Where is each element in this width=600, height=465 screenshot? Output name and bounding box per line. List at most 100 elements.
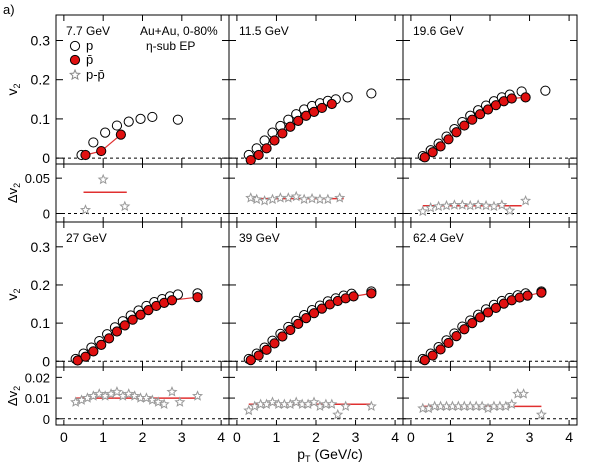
pbar-point — [427, 147, 438, 158]
pbar-point — [253, 149, 264, 161]
energy-label: 11.5 GeV — [239, 24, 289, 38]
panels: 0 0.1 0.2 0.3 0 0.05 v2 Δv2 7.7 GeV 11.5 GeV 19.6 … — [4, 14, 578, 445]
energy-label: 27 GeV — [66, 231, 107, 245]
v2-tick-label: 0.1 — [31, 111, 51, 127]
diff-point — [520, 194, 532, 206]
pbar-point — [459, 324, 470, 335]
p-point — [540, 85, 551, 96]
pbar-point — [111, 326, 123, 337]
v2-axis-label: v2 — [4, 83, 22, 95]
diff-point — [322, 193, 334, 205]
dv2-tick-label: 0.01 — [25, 391, 50, 406]
legend: Au+Au, 0-80% η-sub EP p p̄ p-p̄ — [69, 24, 218, 82]
x-tick-label: 4 — [565, 429, 573, 445]
diff-point — [111, 386, 123, 397]
diff-point — [326, 398, 338, 409]
x-tick-label: 4 — [217, 429, 225, 445]
diff-point — [440, 199, 453, 211]
pbar-point — [166, 295, 178, 306]
pbar-point — [293, 115, 304, 126]
pbar-point — [96, 145, 107, 157]
p-point — [100, 127, 111, 138]
diff-point — [266, 193, 279, 205]
x-tick-label: 3 — [352, 429, 360, 445]
diff-point — [425, 202, 437, 213]
diff-point — [308, 396, 320, 407]
p-point — [342, 92, 353, 103]
pbar-point — [475, 109, 486, 120]
dv2-tick-label: 0.05 — [25, 171, 50, 186]
diff-point — [166, 386, 178, 397]
pbar-point — [451, 127, 462, 138]
diff-point — [488, 200, 500, 212]
diff-point — [456, 199, 468, 210]
pbar-point — [419, 152, 430, 163]
legend-marker-pbar — [69, 54, 81, 66]
v2-tick-label: 0 — [42, 150, 50, 166]
pbar-point — [435, 141, 446, 152]
pbar-point — [366, 288, 377, 299]
legend-label-pbar: p̄ — [86, 52, 93, 67]
legend-label-p: p — [86, 38, 93, 53]
v2-tick-label: 0.3 — [31, 32, 51, 48]
pbar-point — [467, 114, 478, 125]
diff-point — [314, 193, 326, 205]
diff-point — [251, 193, 263, 205]
p-point — [366, 88, 377, 99]
diff-point — [298, 193, 310, 205]
figure-label: a) — [3, 2, 15, 17]
diff-point — [274, 192, 286, 203]
p-point — [135, 113, 146, 125]
pbar-point — [482, 104, 494, 115]
pbar-point — [277, 331, 288, 342]
pbar-point — [269, 135, 280, 146]
x-tick-label: 1 — [273, 429, 281, 445]
pbar-point — [490, 302, 502, 313]
pbar-point — [427, 350, 438, 361]
panel-1: 0 0.1 0.2 0.3 0 0.05 v2 Δv2 7.7 GeV — [4, 14, 230, 223]
pbar-point — [308, 106, 320, 117]
pbar-point — [301, 110, 312, 121]
pbar-point — [506, 93, 517, 104]
pbar-point — [245, 154, 256, 166]
pbar-point — [88, 346, 99, 357]
legend-label-diff: p-p̄ — [86, 67, 105, 82]
diff-point — [290, 190, 302, 202]
pbar-point — [115, 129, 126, 140]
panel-4: 0 0.1 0.2 0.3 0 0.01 0.02 v2 Δv2 0 1 2 3 4 27 GeV — [4, 221, 230, 445]
pbar-point — [308, 308, 320, 319]
dv2-tick-label: 0 — [43, 207, 50, 222]
dv2-frame — [228, 366, 404, 426]
diff-point — [174, 396, 186, 407]
energy-label: 19.6 GeV — [413, 24, 464, 38]
x-tick-label: 0 — [407, 429, 415, 445]
pbar-point — [301, 313, 312, 324]
pbar-point — [348, 291, 359, 302]
pbar-point — [467, 318, 478, 329]
pbar-point — [293, 318, 304, 329]
dv2-tick-label: 0 — [43, 412, 50, 427]
pbar-point — [285, 324, 296, 336]
diff-point — [472, 199, 484, 210]
x-tick-label: 0 — [60, 429, 68, 445]
diff-point — [535, 408, 547, 420]
legend-entry-p: p — [69, 38, 93, 53]
p-point — [88, 137, 99, 148]
pbar-point — [443, 134, 454, 145]
diff-point — [119, 200, 131, 212]
pbar-point — [522, 290, 533, 301]
legend-header-method: η-sub EP — [146, 39, 195, 53]
v2-tick-label: 0.2 — [31, 72, 51, 88]
p-point — [111, 120, 123, 131]
pbar-point — [451, 330, 462, 342]
pbar-point — [316, 303, 328, 314]
pbar-point — [443, 337, 454, 349]
pbar-point — [80, 351, 91, 362]
diff-point — [158, 398, 170, 409]
pbar-point — [435, 344, 446, 355]
diff-point — [504, 204, 516, 216]
pbar-point — [482, 307, 494, 318]
v2-tick-label: 0 — [42, 353, 50, 369]
pbar-point — [459, 120, 470, 131]
legend-header-system: Au+Au, 0-80% — [140, 24, 218, 38]
